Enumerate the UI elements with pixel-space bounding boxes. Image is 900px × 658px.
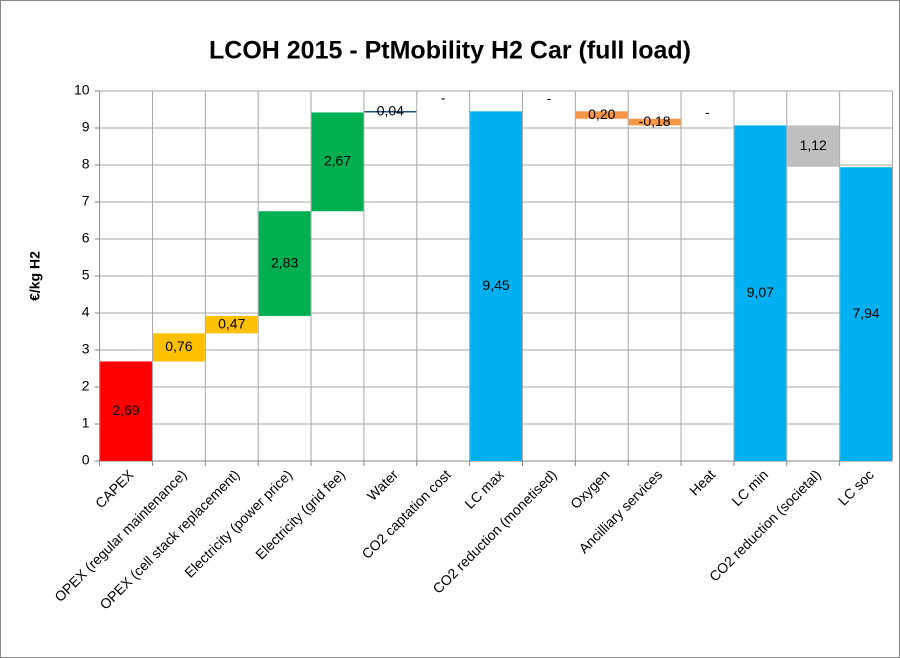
y-tick-label: 8 xyxy=(82,156,90,172)
y-tick-label: 3 xyxy=(82,341,90,357)
data-label: 9,07 xyxy=(747,284,774,300)
data-label: -0,18 xyxy=(639,113,671,129)
bar xyxy=(311,112,364,212)
y-tick-label: 6 xyxy=(82,230,90,246)
data-label: 0,76 xyxy=(165,338,192,354)
bar xyxy=(364,110,417,113)
y-tick-label: 9 xyxy=(82,119,90,135)
y-tick-label: 5 xyxy=(82,267,90,283)
y-tick-label: 1 xyxy=(82,415,90,431)
y-tick-label: 4 xyxy=(82,304,90,320)
data-label: 7,94 xyxy=(852,305,879,321)
bar xyxy=(258,211,311,316)
bar xyxy=(152,333,205,362)
bar xyxy=(205,315,258,334)
bar xyxy=(787,125,840,167)
bar xyxy=(840,167,892,461)
data-label: 1,12 xyxy=(800,137,827,153)
y-axis-label: €/kg H2 xyxy=(27,251,43,301)
data-label: 0,20 xyxy=(588,106,615,122)
data-label: 0,47 xyxy=(218,315,245,331)
bar xyxy=(575,111,628,119)
chart-title: LCOH 2015 - PtMobility H2 Car (full load… xyxy=(209,37,691,65)
data-label: 0,04 xyxy=(377,102,404,118)
data-label: 9,45 xyxy=(482,277,509,293)
data-label: - xyxy=(441,90,446,106)
y-tick-label: 2 xyxy=(82,378,90,394)
y-tick-label: 0 xyxy=(82,452,90,468)
y-tick-label: 7 xyxy=(82,193,90,209)
bar xyxy=(100,361,152,461)
bar xyxy=(734,125,787,461)
y-tick-label: 10 xyxy=(74,82,90,98)
bar xyxy=(470,111,522,461)
data-label: 2,83 xyxy=(271,254,298,270)
data-label: 2,69 xyxy=(112,402,139,418)
data-label: 2,67 xyxy=(324,153,351,169)
bar xyxy=(628,118,681,126)
data-label: - xyxy=(705,104,710,120)
data-label: - xyxy=(547,90,552,106)
